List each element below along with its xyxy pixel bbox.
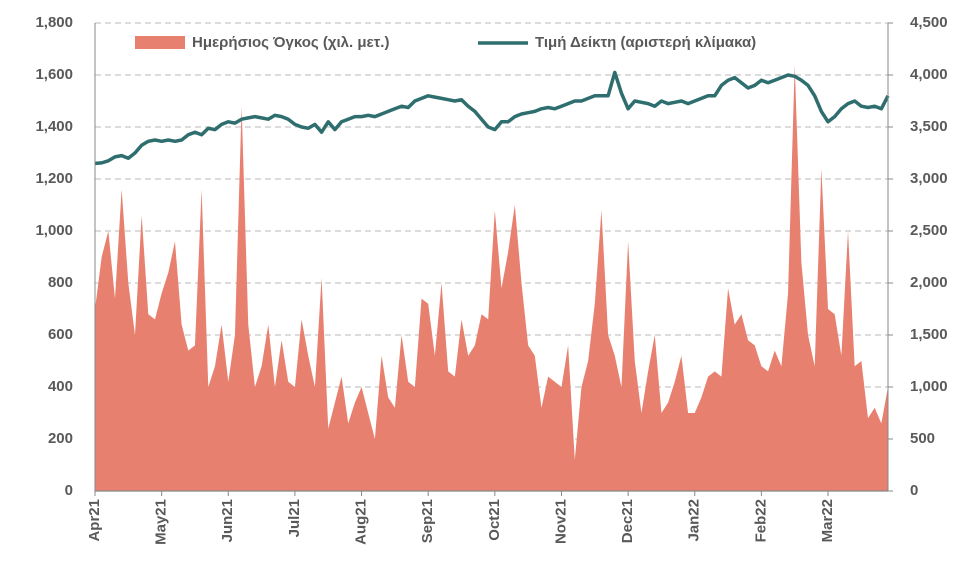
y-tick-label: 1,600 [35, 66, 73, 83]
legend-label: Τιμή Δείκτη (αριστερή κλίμακα) [535, 34, 756, 51]
x-tick-label: Aug21 [353, 499, 370, 545]
y2-tick-label: 3,000 [910, 170, 948, 187]
x-tick-label: Jan22 [686, 499, 703, 542]
y-tick-label: 0 [65, 482, 73, 499]
y-tick-label: 1,200 [35, 170, 73, 187]
legend-swatch [135, 36, 185, 49]
y2-tick-label: 4,500 [910, 14, 948, 31]
y-tick-label: 800 [48, 274, 73, 291]
x-tick-label: Sep21 [419, 499, 436, 543]
x-tick-label: Oct21 [486, 499, 503, 541]
y-tick-label: 1,000 [35, 222, 73, 239]
y2-tick-label: 4,000 [910, 66, 948, 83]
x-tick-label: May21 [153, 499, 170, 545]
x-tick-label: Jul21 [286, 499, 303, 537]
x-tick-label: Nov21 [552, 499, 569, 544]
y2-tick-label: 0 [910, 482, 918, 499]
y2-tick-label: 2,500 [910, 222, 948, 239]
y2-tick-label: 1,500 [910, 326, 948, 343]
y-tick-label: 1,800 [35, 14, 73, 31]
y-tick-label: 600 [48, 326, 73, 343]
x-tick-label: Apr21 [86, 499, 103, 542]
line [94, 70, 890, 166]
x-tick-label: Jun21 [219, 499, 236, 542]
x-tick-label: Mar22 [819, 499, 836, 542]
legend-label: Ημερήσιος Όγκος (χιλ. μετ.) [192, 34, 389, 51]
y2-tick-label: 2,000 [910, 274, 948, 291]
y-tick-label: 200 [48, 430, 73, 447]
x-tick-label: Feb22 [752, 499, 769, 542]
y2-tick-label: 500 [910, 430, 935, 447]
x-tick-label: Dec21 [619, 499, 636, 543]
y-tick-label: 1,400 [35, 118, 73, 135]
y2-tick-label: 3,500 [910, 118, 948, 135]
y-tick-label: 400 [48, 378, 73, 395]
area [95, 64, 888, 491]
y2-tick-label: 1,000 [910, 378, 948, 395]
